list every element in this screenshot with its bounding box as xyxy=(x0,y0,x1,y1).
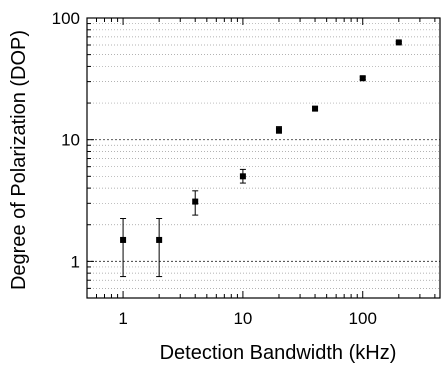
y-tick-labels: 1 10 100 xyxy=(52,9,80,271)
data-point xyxy=(359,75,366,82)
x-axis-title: Detection Bandwidth (kHz) xyxy=(160,342,397,364)
data-marker xyxy=(312,105,319,112)
data-marker xyxy=(156,236,163,243)
x-tick-label: 100 xyxy=(349,309,377,328)
data-marker xyxy=(275,127,282,134)
x-tick-label: 1 xyxy=(118,309,127,328)
data-point xyxy=(156,218,163,278)
data-point xyxy=(395,39,402,46)
x-tick-label: 10 xyxy=(233,309,252,328)
data-point xyxy=(312,105,319,112)
axis-ticks xyxy=(87,18,436,298)
data-marker xyxy=(120,236,127,243)
data-marker xyxy=(359,75,366,82)
y-axis-title: Degree of Polarization (DOP) xyxy=(8,30,30,290)
data-point xyxy=(120,218,127,278)
data-marker xyxy=(239,173,246,180)
y-tick-label: 1 xyxy=(71,252,80,271)
x-tick-labels: 1 10 100 xyxy=(118,309,377,328)
plot-frame xyxy=(86,17,441,299)
data-marker xyxy=(192,198,199,205)
data-points xyxy=(120,39,402,278)
y-tick-label: 10 xyxy=(61,131,80,150)
data-point xyxy=(275,126,282,134)
y-tick-label: 100 xyxy=(52,9,80,28)
data-point xyxy=(239,168,246,184)
data-marker xyxy=(395,39,402,46)
data-point xyxy=(192,190,199,216)
grid-lines xyxy=(87,23,440,289)
